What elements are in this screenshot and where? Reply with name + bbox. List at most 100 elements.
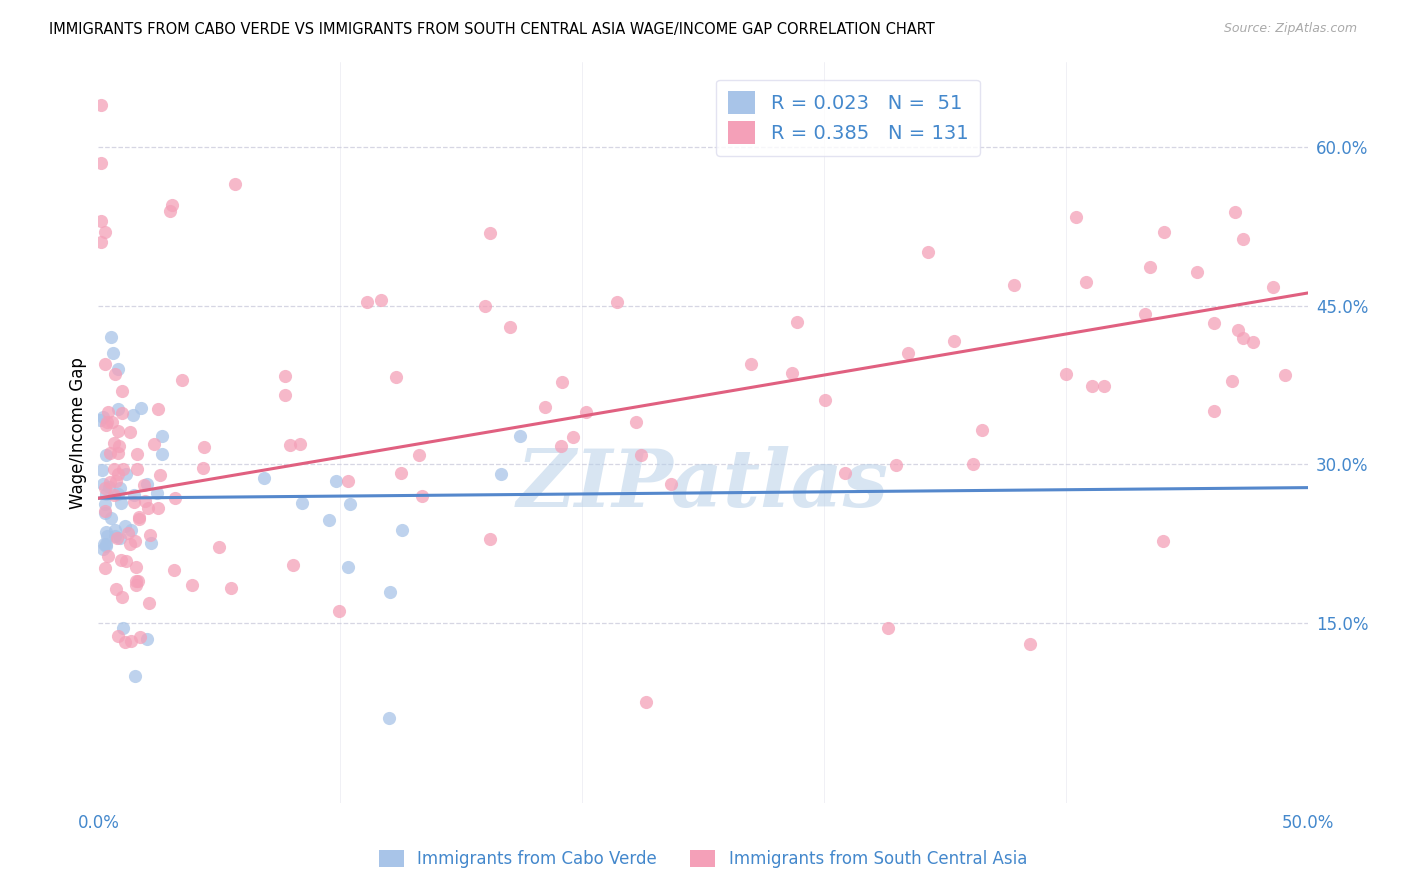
Point: [90, 156, 112, 170]
Point: [575, 405, 598, 419]
Point: [94, 504, 117, 518]
Point: [94, 418, 117, 433]
Point: [411, 489, 433, 503]
Point: [107, 362, 129, 376]
Point: [146, 500, 169, 515]
Point: [100, 415, 122, 429]
Point: [288, 436, 311, 450]
Point: [104, 368, 127, 382]
Point: [94, 487, 117, 501]
Point: [159, 203, 181, 218]
Point: [107, 402, 129, 417]
Point: [93, 497, 115, 511]
Point: [1076, 275, 1098, 289]
Point: [96, 529, 118, 543]
Point: [786, 315, 808, 329]
Point: [94, 507, 117, 521]
Point: [127, 447, 149, 461]
Point: [962, 458, 984, 472]
Point: [98, 475, 121, 490]
Point: [145, 485, 167, 500]
Point: [98, 446, 121, 460]
Point: [897, 346, 920, 360]
Point: [111, 384, 134, 399]
Point: [132, 478, 155, 492]
Point: [336, 474, 359, 488]
Point: [93, 225, 115, 239]
Point: [377, 711, 399, 725]
Point: [391, 524, 413, 538]
Point: [489, 467, 512, 482]
Point: [1261, 280, 1284, 294]
Point: [103, 461, 125, 475]
Point: [740, 357, 762, 371]
Point: [1002, 278, 1025, 293]
Point: [112, 462, 135, 476]
Point: [370, 293, 392, 307]
Point: [138, 596, 160, 610]
Point: [253, 471, 276, 485]
Point: [115, 554, 138, 568]
Point: [111, 621, 134, 635]
Point: [942, 334, 965, 349]
Point: [124, 669, 146, 683]
Point: [499, 319, 522, 334]
Text: IMMIGRANTS FROM CABO VERDE VS IMMIGRANTS FROM SOUTH CENTRAL ASIA WAGE/INCOME GAP: IMMIGRANTS FROM CABO VERDE VS IMMIGRANTS…: [49, 22, 935, 37]
Point: [224, 177, 246, 191]
Point: [290, 496, 312, 510]
Point: [96, 537, 118, 551]
Point: [110, 553, 132, 567]
Point: [336, 560, 359, 574]
Point: [136, 501, 159, 516]
Point: [149, 467, 172, 482]
Point: [274, 369, 297, 384]
Point: [474, 299, 496, 313]
Point: [120, 523, 142, 537]
Point: [1139, 260, 1161, 275]
Point: [1054, 368, 1077, 382]
Point: [127, 574, 149, 588]
Point: [96, 415, 118, 429]
Point: [125, 574, 148, 588]
Point: [122, 408, 145, 422]
Point: [146, 402, 169, 417]
Point: [1064, 211, 1087, 225]
Point: [97, 405, 120, 419]
Point: [562, 430, 585, 444]
Point: [104, 524, 127, 538]
Text: ZIPatlas: ZIPatlas: [517, 446, 889, 524]
Point: [97, 480, 120, 494]
Point: [659, 476, 682, 491]
Point: [93, 536, 115, 550]
Point: [1223, 204, 1246, 219]
Point: [117, 525, 139, 540]
Point: [325, 475, 347, 489]
Point: [124, 494, 146, 508]
Point: [278, 438, 301, 452]
Point: [122, 488, 145, 502]
Point: [91, 410, 114, 425]
Point: [1153, 226, 1175, 240]
Point: [103, 436, 125, 450]
Point: [630, 448, 652, 462]
Point: [1018, 637, 1040, 651]
Point: [115, 467, 138, 481]
Point: [143, 436, 166, 450]
Point: [509, 429, 531, 443]
Point: [128, 509, 150, 524]
Point: [124, 559, 146, 574]
Point: [634, 695, 657, 709]
Point: [550, 439, 572, 453]
Point: [97, 549, 120, 563]
Point: [108, 440, 131, 454]
Point: [1232, 331, 1254, 345]
Point: [90, 214, 112, 228]
Point: [479, 532, 502, 546]
Point: [114, 635, 136, 649]
Point: [103, 488, 125, 502]
Point: [283, 558, 305, 573]
Point: [91, 542, 114, 557]
Point: [1274, 368, 1296, 383]
Point: [219, 581, 242, 595]
Point: [118, 537, 141, 551]
